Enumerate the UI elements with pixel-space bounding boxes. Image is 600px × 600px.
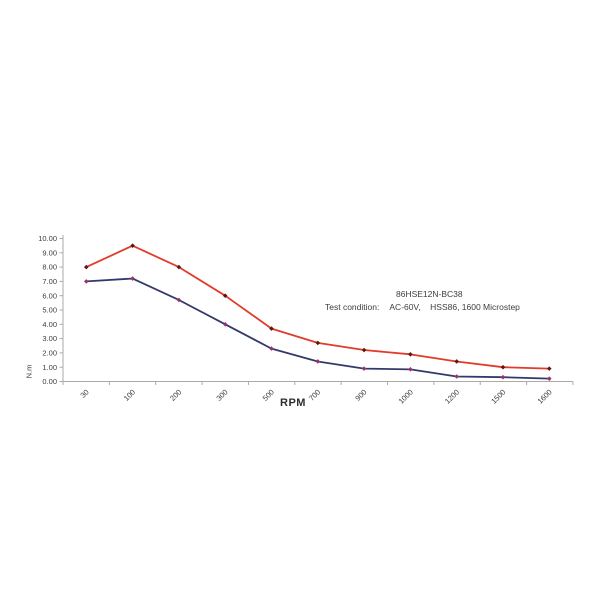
series-marker-red-curve xyxy=(176,264,182,270)
y-tick-label: 1.00 xyxy=(42,363,57,372)
test-condition-value: AC-60V, HSS86, 1600 Microstep xyxy=(389,302,520,312)
x-tick-label: 1000 xyxy=(397,388,415,406)
test-condition-annotation: 86HSE12N-BC38 Test condition: AC-60V, HS… xyxy=(325,288,520,314)
x-tick-label: 300 xyxy=(214,388,229,403)
y-tick-label: 9.00 xyxy=(42,248,57,257)
series-marker-red-curve xyxy=(361,347,367,353)
x-axis-title: RPM xyxy=(280,397,306,409)
series-marker-red-curve xyxy=(222,293,228,298)
x-tick-label: 100 xyxy=(122,388,137,403)
x-tick-label: 900 xyxy=(353,388,368,403)
series-marker-red-curve xyxy=(408,352,413,357)
y-tick-label: 3.00 xyxy=(42,334,57,343)
y-tick-label: 6.00 xyxy=(42,291,57,300)
series-marker-navy-curve xyxy=(130,276,135,281)
series-marker-navy-curve xyxy=(454,374,459,379)
y-tick-label: 7.00 xyxy=(42,277,57,286)
x-tick-label: 1600 xyxy=(536,388,554,406)
series-marker-navy-curve xyxy=(222,322,228,327)
series-marker-navy-curve xyxy=(315,359,321,364)
x-tick-label: 30 xyxy=(78,388,90,400)
series-marker-red-curve xyxy=(547,366,552,371)
y-tick-label: 0.00 xyxy=(42,377,57,386)
series-marker-red-curve xyxy=(315,340,321,346)
x-tick-label: 1200 xyxy=(443,388,461,406)
y-tick-label: 5.00 xyxy=(42,306,57,315)
series-marker-navy-curve xyxy=(269,346,274,351)
series-marker-navy-curve xyxy=(84,279,89,284)
series-marker-navy-curve xyxy=(361,366,367,371)
x-tick-label: 200 xyxy=(168,388,183,403)
y-axis-title: N.m xyxy=(24,364,34,379)
test-condition-line: Test condition: AC-60V, HSS86, 1600 Micr… xyxy=(325,301,520,314)
x-tick-label: 1500 xyxy=(489,388,507,406)
series-marker-red-curve xyxy=(84,264,89,270)
series-marker-red-curve xyxy=(269,326,274,331)
series-marker-red-curve xyxy=(454,359,459,364)
test-condition-label: Test condition: xyxy=(325,302,380,312)
motor-model-label: 86HSE12N-BC38 xyxy=(396,289,463,299)
y-tick-label: 2.00 xyxy=(42,349,57,358)
series-marker-red-curve xyxy=(130,243,135,248)
y-tick-label: 4.00 xyxy=(42,320,57,329)
series-marker-red-curve xyxy=(500,364,506,370)
series-marker-navy-curve xyxy=(408,367,413,372)
y-tick-label: 8.00 xyxy=(42,263,57,272)
y-tick-label: 10.00 xyxy=(38,234,57,243)
series-marker-navy-curve xyxy=(176,297,182,303)
series-marker-navy-curve xyxy=(547,376,552,381)
series-marker-navy-curve xyxy=(500,374,506,380)
